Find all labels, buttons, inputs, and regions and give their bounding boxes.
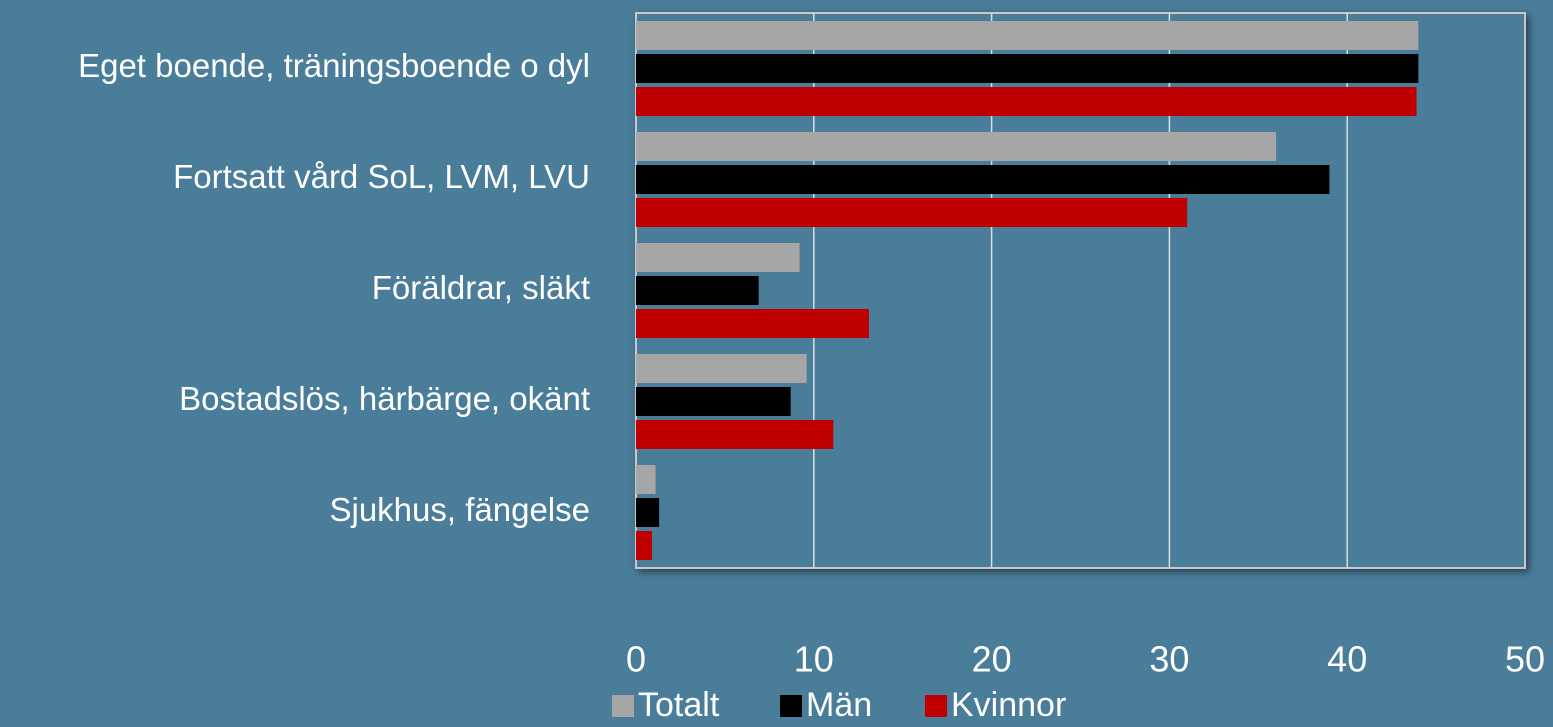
x-tick-label: 50 <box>1505 639 1545 680</box>
legend-swatch <box>925 695 947 717</box>
x-tick-label: 20 <box>972 639 1012 680</box>
bar <box>636 165 1330 194</box>
y-tick-label: Föräldrar, släkt <box>372 269 590 306</box>
bar <box>636 132 1277 161</box>
legend-label: Män <box>806 686 872 724</box>
y-tick-label: Sjukhus, fängelse <box>329 491 590 528</box>
bar <box>636 465 656 494</box>
bar <box>636 387 791 416</box>
y-tick-label: Fortsatt vård SoL, LVM, LVU <box>173 158 590 195</box>
bar <box>636 498 660 527</box>
x-tick-label: 10 <box>794 639 834 680</box>
legend-label: Kvinnor <box>951 686 1066 724</box>
bar <box>636 531 653 560</box>
y-tick-label: Bostadslös, härbärge, okänt <box>179 380 590 417</box>
bar <box>636 198 1188 227</box>
legend-swatch <box>780 695 802 717</box>
y-tick-label: Eget boende, träningsboende o dyl <box>78 47 590 84</box>
legend-swatch <box>612 695 634 717</box>
legend-label: Totalt <box>638 686 720 724</box>
x-tick-label: 30 <box>1149 639 1189 680</box>
bar <box>636 87 1417 116</box>
bar <box>636 309 869 338</box>
bar <box>636 54 1419 83</box>
bar <box>636 243 800 272</box>
bar <box>636 420 834 449</box>
bar <box>636 276 759 305</box>
x-tick-label: 40 <box>1327 639 1367 680</box>
bar <box>636 21 1419 50</box>
bar <box>636 354 807 383</box>
x-tick-label: 0 <box>626 639 646 680</box>
